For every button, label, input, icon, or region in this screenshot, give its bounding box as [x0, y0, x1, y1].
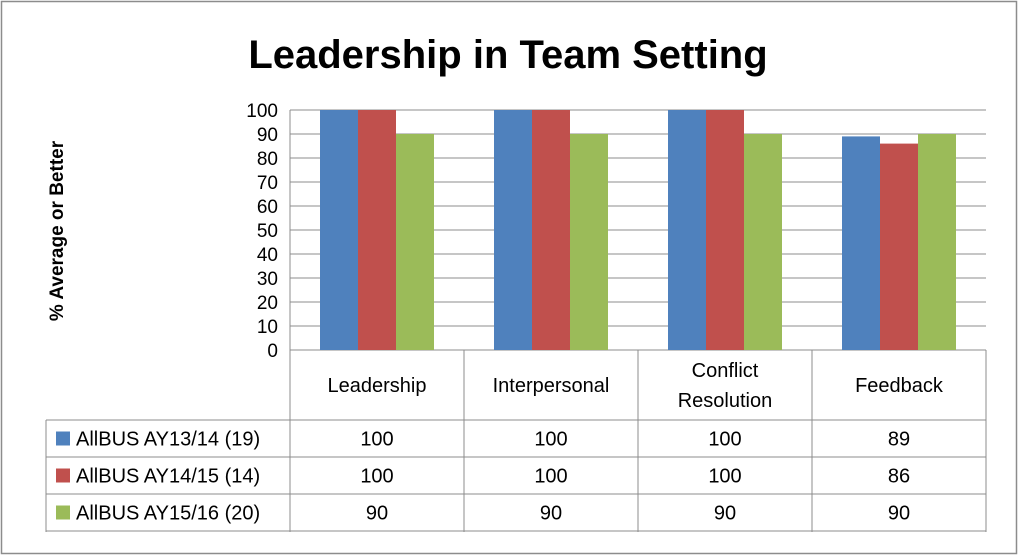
bar — [744, 134, 782, 350]
legend-swatch — [56, 431, 70, 446]
bars — [320, 110, 956, 350]
legend-swatch — [56, 468, 70, 483]
y-tick-label: 10 — [257, 317, 278, 338]
data-label: 100 — [360, 429, 393, 451]
bar — [918, 134, 956, 350]
data-label: 90 — [540, 503, 562, 525]
bar — [880, 143, 918, 350]
bar — [570, 134, 608, 350]
y-tick-label: 30 — [257, 269, 278, 290]
y-tick-label: 20 — [257, 293, 278, 314]
y-tick-label: 100 — [246, 101, 278, 122]
y-axis-ticks: 0 10 20 30 40 50 60 70 80 90 100 — [246, 101, 278, 362]
bar — [842, 136, 880, 350]
chart-title: Leadership in Team Setting — [248, 33, 767, 77]
legend-label: AllBUS AY15/16 (20) — [76, 503, 260, 525]
data-label: 100 — [360, 466, 393, 488]
data-label: 86 — [888, 466, 910, 488]
legend-swatch — [56, 505, 70, 520]
y-tick-label: 70 — [257, 173, 278, 194]
bar — [396, 134, 434, 350]
y-tick-label: 90 — [257, 125, 278, 146]
y-tick-label: 60 — [257, 197, 278, 218]
data-table: Leadership Interpersonal Conflict Resolutio… — [45, 350, 987, 532]
bar — [358, 110, 396, 350]
category-label: Resolution — [678, 390, 773, 412]
data-label: 100 — [534, 466, 567, 488]
legend-label: AllBUS AY14/15 (14) — [76, 466, 260, 488]
bar — [532, 110, 570, 350]
bar — [668, 110, 706, 350]
y-tick-label: 0 — [267, 341, 278, 362]
bar — [706, 110, 744, 350]
category-label: Feedback — [855, 375, 944, 397]
legend-label: AllBUS AY13/14 (19) — [76, 429, 260, 451]
category-label: Interpersonal — [493, 375, 610, 397]
bar — [494, 110, 532, 350]
category-label: Conflict — [692, 360, 759, 382]
y-tick-label: 40 — [257, 245, 278, 266]
data-label: 100 — [708, 429, 741, 451]
y-axis-label: % Average or Better — [47, 140, 68, 321]
data-label: 89 — [888, 429, 910, 451]
data-label: 90 — [888, 503, 910, 525]
data-label: 100 — [708, 466, 741, 488]
y-tick-label: 80 — [257, 149, 278, 170]
data-label: 90 — [714, 503, 736, 525]
bar — [320, 110, 358, 350]
y-tick-label: 50 — [257, 221, 278, 242]
category-label: Leadership — [328, 375, 427, 397]
data-label: 100 — [534, 429, 567, 451]
data-label: 90 — [366, 503, 388, 525]
